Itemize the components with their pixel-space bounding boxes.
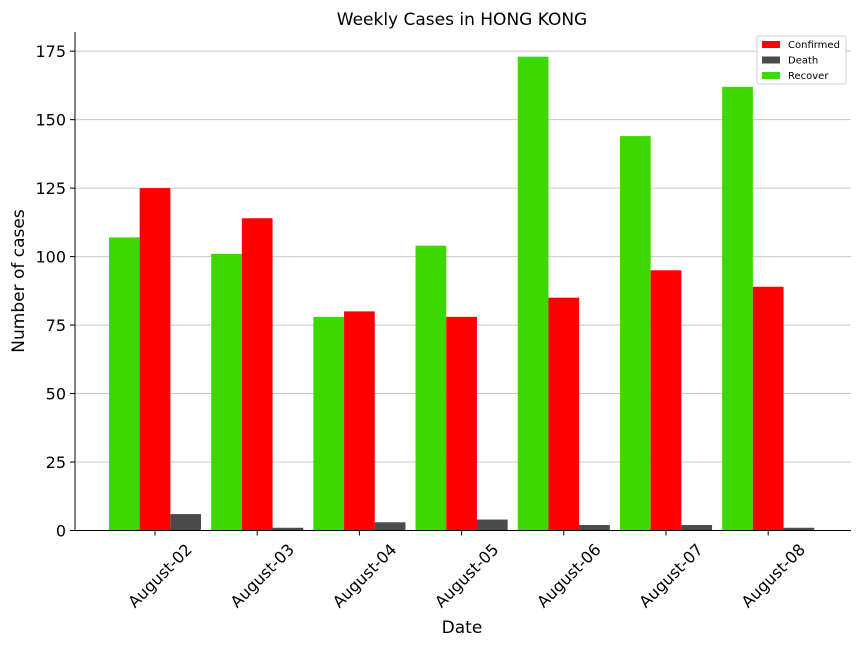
bar-confirmed xyxy=(344,311,375,531)
bar-recover xyxy=(108,237,140,531)
legend: Confirmed Death Recover xyxy=(756,35,847,85)
y-tick-label: 75 xyxy=(46,316,66,335)
bar-death xyxy=(579,525,610,531)
legend-swatch-confirmed xyxy=(762,41,780,48)
bar-recover xyxy=(619,136,651,531)
y-tick-label: 175 xyxy=(35,42,66,61)
legend-swatch-recover xyxy=(762,72,780,79)
bars xyxy=(108,56,815,531)
bar-recover xyxy=(517,56,549,531)
legend-label-death: Death xyxy=(788,56,818,67)
bar-death xyxy=(476,519,508,531)
bar-recover xyxy=(211,253,242,531)
legend-swatch-death xyxy=(762,56,780,64)
x-ticks: August-02 August-03 August-04 August-05 Augu… xyxy=(124,530,810,612)
y-ticks: 0 25 50 75 100 125 150 175 xyxy=(35,42,75,541)
y-tick-label: 125 xyxy=(35,179,66,198)
legend-label-confirmed: Confirmed xyxy=(788,40,840,51)
y-tick-label: 50 xyxy=(46,385,66,404)
bar-recover xyxy=(722,86,753,531)
bar-confirmed xyxy=(752,286,784,531)
bar-confirmed xyxy=(446,316,477,531)
bar-confirmed xyxy=(548,297,580,531)
x-tick-label: August-08 xyxy=(738,540,810,612)
x-tick-label: August-07 xyxy=(635,540,707,612)
y-tick-label: 100 xyxy=(35,248,66,267)
axes xyxy=(74,32,851,531)
x-tick-label: August-06 xyxy=(533,540,605,612)
bar-death xyxy=(783,527,815,531)
y-tick-label: 0 xyxy=(56,522,66,541)
x-tick-label: August-05 xyxy=(431,540,503,612)
bar-recover xyxy=(313,316,345,531)
bar-confirmed xyxy=(139,188,171,531)
bar-death xyxy=(681,525,713,531)
bar-recover xyxy=(415,245,447,531)
x-axis-label: Date xyxy=(442,618,483,638)
y-tick-label: 150 xyxy=(35,111,66,130)
bar-death xyxy=(272,527,304,531)
bar-confirmed xyxy=(650,270,682,531)
legend-label-recover: Recover xyxy=(788,71,829,82)
bar-confirmed xyxy=(241,218,273,531)
bar-death xyxy=(170,514,202,531)
y-axis-label: Number of cases xyxy=(9,209,29,353)
x-tick-label: August-02 xyxy=(124,540,196,612)
chart-title: Weekly Cases in HONG KONG xyxy=(337,10,587,30)
x-tick-label: August-03 xyxy=(227,540,299,612)
y-tick-label: 25 xyxy=(46,453,66,472)
bar-death xyxy=(374,522,406,531)
x-tick-label: August-04 xyxy=(329,540,401,612)
